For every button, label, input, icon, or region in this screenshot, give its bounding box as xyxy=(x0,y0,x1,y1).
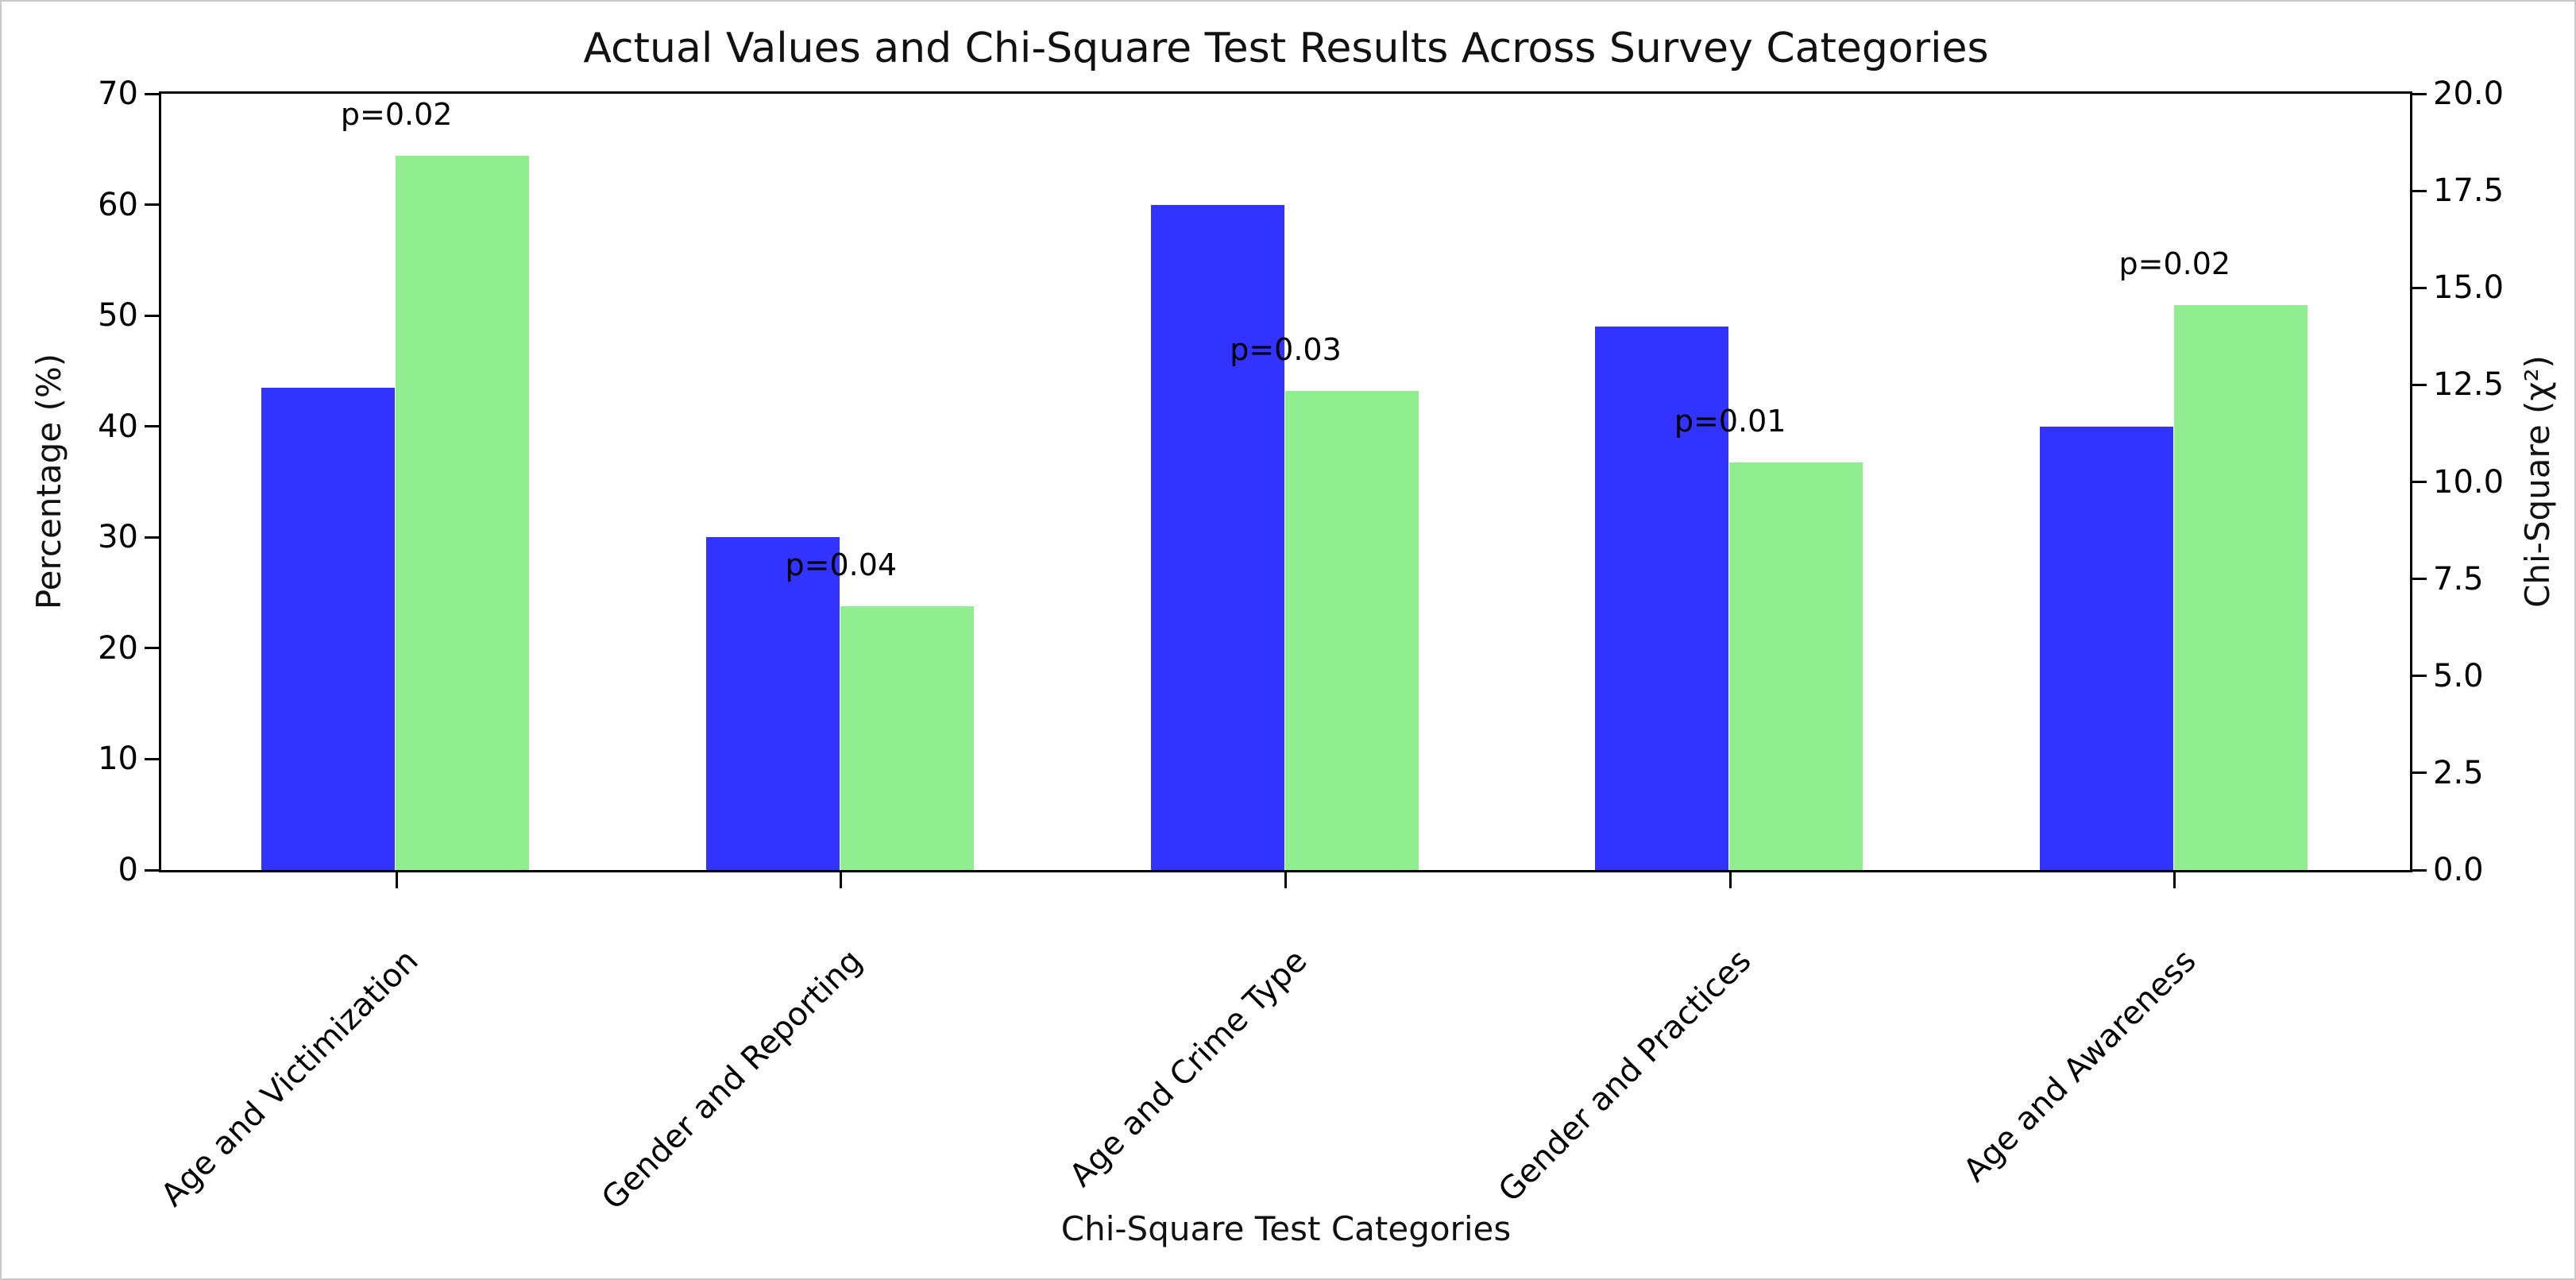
bar-percentage-4 xyxy=(2039,426,2173,870)
y-axis-left-tick-3 xyxy=(145,536,159,539)
p-value-annotation-2: p=0.03 xyxy=(1230,331,1342,367)
y-axis-right-tick-0 xyxy=(2412,868,2427,872)
y-axis-left-tick-label-7: 70 xyxy=(98,75,138,112)
y-axis-left-tick-label-3: 30 xyxy=(98,519,138,556)
x-axis-tick-label-0: Age and Victimization xyxy=(153,942,426,1214)
y-axis-right-tick-2 xyxy=(2412,675,2427,678)
chart-title: Actual Values and Chi-Square Test Result… xyxy=(583,25,1989,72)
y-axis-left-tick-label-6: 60 xyxy=(98,186,138,223)
bar-percentage-3 xyxy=(1595,327,1729,870)
p-value-annotation-3: p=0.01 xyxy=(1674,404,1786,439)
y-axis-left-tick-7 xyxy=(145,92,159,95)
y-axis-right-tick-6 xyxy=(2412,286,2427,289)
p-value-annotation-0: p=0.02 xyxy=(340,97,453,133)
y-axis-right-tick-label-8: 20.0 xyxy=(2433,75,2505,112)
p-value-annotation-1: p=0.04 xyxy=(785,547,898,582)
x-axis-tick-4 xyxy=(2173,872,2176,888)
y-axis-right-tick-label-0: 0.0 xyxy=(2433,852,2484,888)
x-axis-tick-label-3: Gender and Practices xyxy=(1492,942,1759,1209)
p-value-annotation-4: p=0.02 xyxy=(2118,246,2231,282)
y-axis-label-left: Percentage (%) xyxy=(29,353,68,610)
bar-percentage-1 xyxy=(705,537,840,870)
bar-chi-square-4 xyxy=(2173,305,2308,870)
y-axis-left-tick-1 xyxy=(145,757,159,760)
y-axis-right-tick-label-2: 5.0 xyxy=(2433,657,2484,694)
y-axis-right-tick-5 xyxy=(2412,383,2427,386)
x-axis-tick-label-1: Gender and Reporting xyxy=(595,942,870,1217)
y-axis-right-tick-3 xyxy=(2412,578,2427,581)
y-axis-right-tick-label-1: 2.5 xyxy=(2433,754,2484,791)
y-axis-left-tick-label-5: 50 xyxy=(98,297,138,335)
y-axis-left-tick-6 xyxy=(145,203,159,207)
y-axis-right-tick-4 xyxy=(2412,481,2427,483)
y-axis-left-tick-5 xyxy=(145,314,159,317)
x-axis-tick-3 xyxy=(1728,872,1732,888)
y-axis-right-tick-label-3: 7.5 xyxy=(2433,560,2484,597)
y-axis-left-tick-label-4: 40 xyxy=(98,408,138,445)
y-axis-left-tick-4 xyxy=(145,425,159,428)
y-axis-label-right: Chi-Square (χ²) xyxy=(2518,355,2557,608)
bar-percentage-2 xyxy=(1150,204,1284,870)
y-axis-right-tick-7 xyxy=(2412,189,2427,192)
x-axis-tick-label-2: Age and Crime Type xyxy=(1062,942,1315,1194)
y-axis-right-tick-1 xyxy=(2412,771,2427,775)
bar-percentage-0 xyxy=(261,387,396,870)
x-axis-tick-2 xyxy=(1284,872,1287,888)
y-axis-right-tick-8 xyxy=(2412,92,2427,95)
x-axis-tick-label-4: Age and Awareness xyxy=(1956,942,2203,1189)
y-axis-right-tick-label-6: 15.0 xyxy=(2433,269,2505,307)
y-axis-left-tick-2 xyxy=(145,647,159,650)
bar-chi-square-1 xyxy=(840,605,974,870)
y-axis-right-tick-label-5: 12.5 xyxy=(2433,366,2505,404)
bar-chi-square-0 xyxy=(396,156,530,870)
y-axis-right-tick-label-4: 10.0 xyxy=(2433,463,2505,501)
x-axis-label: Chi-Square Test Categories xyxy=(1060,1209,1512,1248)
bar-chi-square-2 xyxy=(1284,390,1419,870)
y-axis-right-tick-label-7: 17.5 xyxy=(2433,172,2505,210)
x-axis-tick-1 xyxy=(840,872,843,888)
bar-chi-square-3 xyxy=(1729,462,1863,870)
y-axis-left-tick-0 xyxy=(145,868,159,872)
y-axis-left-tick-label-0: 0 xyxy=(118,852,138,888)
y-axis-left-tick-label-2: 20 xyxy=(98,629,138,667)
y-axis-left-tick-label-1: 10 xyxy=(98,741,138,778)
x-axis-tick-0 xyxy=(395,872,398,888)
